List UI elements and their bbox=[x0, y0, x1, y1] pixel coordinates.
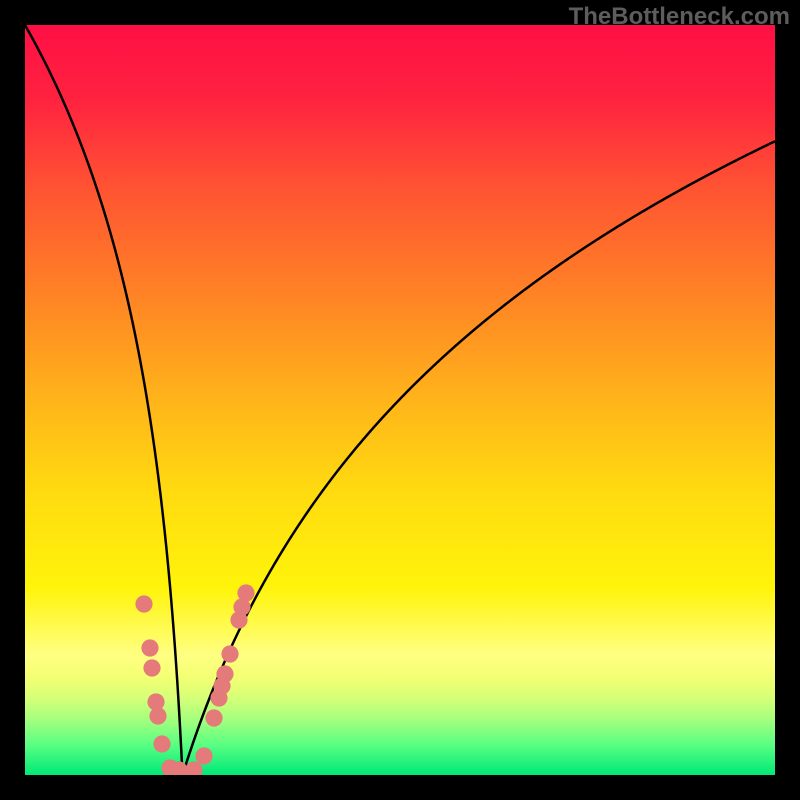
curve-marker bbox=[143, 659, 160, 676]
chart-container: TheBottleneck.com bbox=[0, 0, 800, 800]
curve-marker bbox=[195, 747, 212, 764]
curve-marker bbox=[237, 584, 254, 601]
curve-marker bbox=[221, 645, 238, 662]
curve-marker bbox=[153, 735, 170, 752]
curve-marker bbox=[141, 639, 158, 656]
curve-marker bbox=[205, 709, 222, 726]
curve-marker bbox=[149, 707, 166, 724]
curve-marker bbox=[135, 595, 152, 612]
curve-marker bbox=[216, 665, 233, 682]
chart-svg bbox=[0, 0, 800, 800]
